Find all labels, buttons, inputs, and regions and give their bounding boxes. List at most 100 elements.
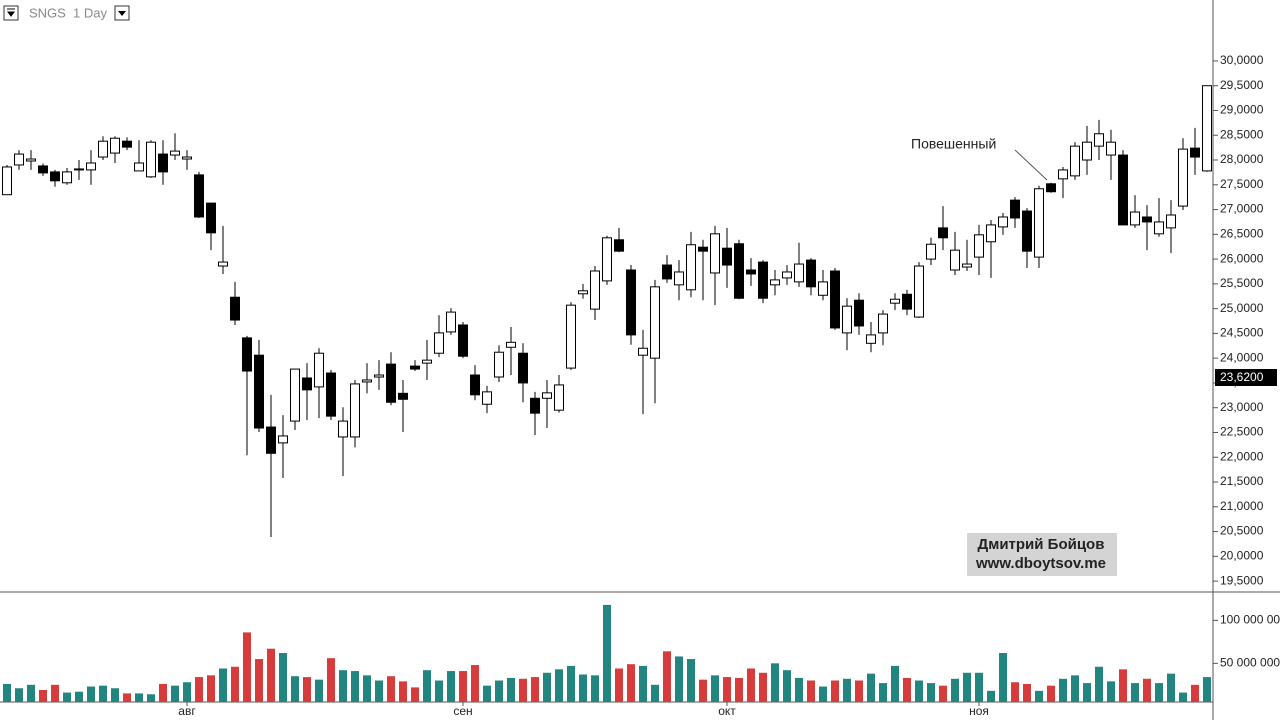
- candle-body: [1034, 188, 1044, 258]
- volume-bar: [1203, 677, 1211, 702]
- volume-bar: [903, 677, 911, 702]
- volume-bar: [147, 694, 155, 702]
- volume-bar: [1167, 673, 1175, 702]
- volume-bar: [819, 686, 827, 702]
- volume-bar: [279, 653, 287, 702]
- y-tick-label: 25,0000: [1220, 301, 1264, 315]
- candle-body: [506, 341, 516, 348]
- volume-bar: [795, 677, 803, 702]
- volume-bar: [447, 671, 455, 702]
- volume-bar: [15, 688, 23, 702]
- volume-bar: [459, 671, 467, 702]
- y-tick-label: 20,0000: [1220, 549, 1264, 563]
- candle-body: [950, 249, 960, 271]
- candle-body: [242, 337, 252, 372]
- candle-body: [554, 384, 564, 411]
- volume-bar: [171, 685, 179, 702]
- volume-bar: [3, 683, 11, 702]
- candle-body: [914, 265, 924, 318]
- volume-bar: [1143, 678, 1151, 702]
- candle-body: [1010, 199, 1020, 219]
- volume-bar: [315, 679, 323, 702]
- candle-body: [314, 352, 324, 388]
- volume-bar: [159, 683, 167, 702]
- volume-bar: [627, 664, 635, 702]
- candle-body: [422, 359, 432, 364]
- candle-body: [830, 270, 840, 329]
- volume-bar: [183, 682, 191, 702]
- candle-body: [62, 171, 72, 184]
- y-tick-label: 21,5000: [1220, 474, 1264, 488]
- candle-body: [1082, 141, 1092, 161]
- y-tick-label: 23,0000: [1220, 400, 1264, 414]
- candle-body: [362, 379, 372, 383]
- volume-bar: [363, 675, 371, 702]
- volume-bar: [1035, 690, 1043, 702]
- candle-body: [1202, 85, 1212, 172]
- volume-bar: [999, 653, 1007, 702]
- candle-body: [842, 305, 852, 334]
- volume-bar: [1119, 669, 1127, 702]
- candle-body: [794, 263, 804, 283]
- volume-bar: [567, 665, 575, 702]
- volume-bar: [111, 688, 119, 702]
- candle-body: [662, 264, 672, 280]
- volume-bar: [123, 693, 131, 702]
- candle-body: [542, 392, 552, 399]
- volume-bar: [651, 684, 659, 702]
- candle-body: [722, 247, 732, 266]
- volume-bar: [747, 668, 755, 702]
- volume-bar: [1131, 683, 1139, 702]
- x-tick-label: окт: [718, 704, 736, 718]
- candle-body: [470, 374, 480, 396]
- candle-body: [962, 263, 972, 268]
- candle-body: [1094, 133, 1104, 147]
- candle-body: [14, 153, 24, 166]
- volume-bar: [759, 672, 767, 702]
- volume-bar: [531, 677, 539, 702]
- candle-body: [758, 261, 768, 299]
- candle-body: [50, 171, 60, 182]
- candle-body: [530, 397, 540, 414]
- candle-body: [998, 216, 1008, 228]
- x-tick-label: сен: [453, 704, 472, 718]
- volume-bar: [399, 681, 407, 702]
- candle-body: [386, 363, 396, 403]
- volume-bar: [1107, 681, 1115, 702]
- candle-body: [1154, 221, 1164, 235]
- y-tick-label: 26,5000: [1220, 226, 1264, 240]
- candle-body: [1118, 154, 1128, 226]
- volume-bar: [543, 672, 551, 702]
- candle-body: [782, 271, 792, 279]
- y-tick-label: 20,5000: [1220, 524, 1264, 538]
- volume-bar: [423, 670, 431, 702]
- candle-body: [602, 237, 612, 282]
- volume-bar: [75, 691, 83, 702]
- y-tick-label: 50 000 000: [1220, 656, 1280, 670]
- y-tick-label: 26,0000: [1220, 251, 1264, 265]
- volume-bar: [843, 678, 851, 702]
- y-tick-label: 24,5000: [1220, 326, 1264, 340]
- volume-bar: [87, 686, 95, 702]
- symbol: SNGS: [29, 5, 66, 20]
- y-tick-label: 28,5000: [1220, 127, 1264, 141]
- candle-body: [254, 354, 264, 429]
- last-price-label: 23,6200: [1220, 370, 1264, 384]
- volume-bar: [927, 683, 935, 702]
- candle-body: [518, 352, 528, 384]
- volume-bar: [723, 677, 731, 702]
- candle-body: [374, 374, 384, 378]
- dropdown-icon: [118, 11, 126, 16]
- volume-bar: [687, 659, 695, 702]
- candle-body: [206, 202, 216, 234]
- candle-body: [974, 234, 984, 258]
- volume-bar: [495, 680, 503, 702]
- candle-body: [866, 334, 876, 344]
- candle-body: [686, 244, 696, 291]
- last-price-box: [1215, 368, 1277, 386]
- candle-body: [746, 269, 756, 275]
- y-tick-label: 22,5000: [1220, 425, 1264, 439]
- candle-body: [1190, 147, 1200, 158]
- candle-body: [926, 243, 936, 260]
- y-tick-label: 19,5000: [1220, 573, 1264, 587]
